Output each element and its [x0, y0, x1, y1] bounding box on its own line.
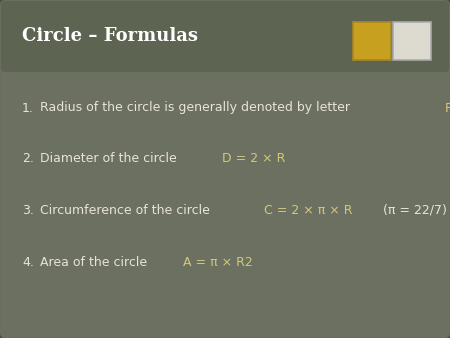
- Text: D = 2 × R: D = 2 × R: [221, 151, 285, 165]
- Text: 4.: 4.: [22, 256, 34, 268]
- Text: Area of the circle: Area of the circle: [40, 256, 151, 268]
- Text: A = π × R2: A = π × R2: [184, 256, 253, 268]
- FancyBboxPatch shape: [393, 22, 431, 60]
- Text: 2.: 2.: [22, 151, 34, 165]
- FancyBboxPatch shape: [1, 1, 449, 72]
- FancyBboxPatch shape: [353, 22, 391, 60]
- Text: Circle – Formulas: Circle – Formulas: [22, 27, 198, 45]
- Text: R.: R.: [445, 101, 450, 115]
- Text: 1.: 1.: [22, 101, 34, 115]
- Text: Diameter of the circle: Diameter of the circle: [40, 151, 181, 165]
- Text: Circumference of the circle: Circumference of the circle: [40, 203, 214, 217]
- Text: 3.: 3.: [22, 203, 34, 217]
- Text: (π = 22/7): (π = 22/7): [378, 203, 446, 217]
- Text: Radius of the circle is generally denoted by letter: Radius of the circle is generally denote…: [40, 101, 354, 115]
- Text: C = 2 × π × R: C = 2 × π × R: [264, 203, 353, 217]
